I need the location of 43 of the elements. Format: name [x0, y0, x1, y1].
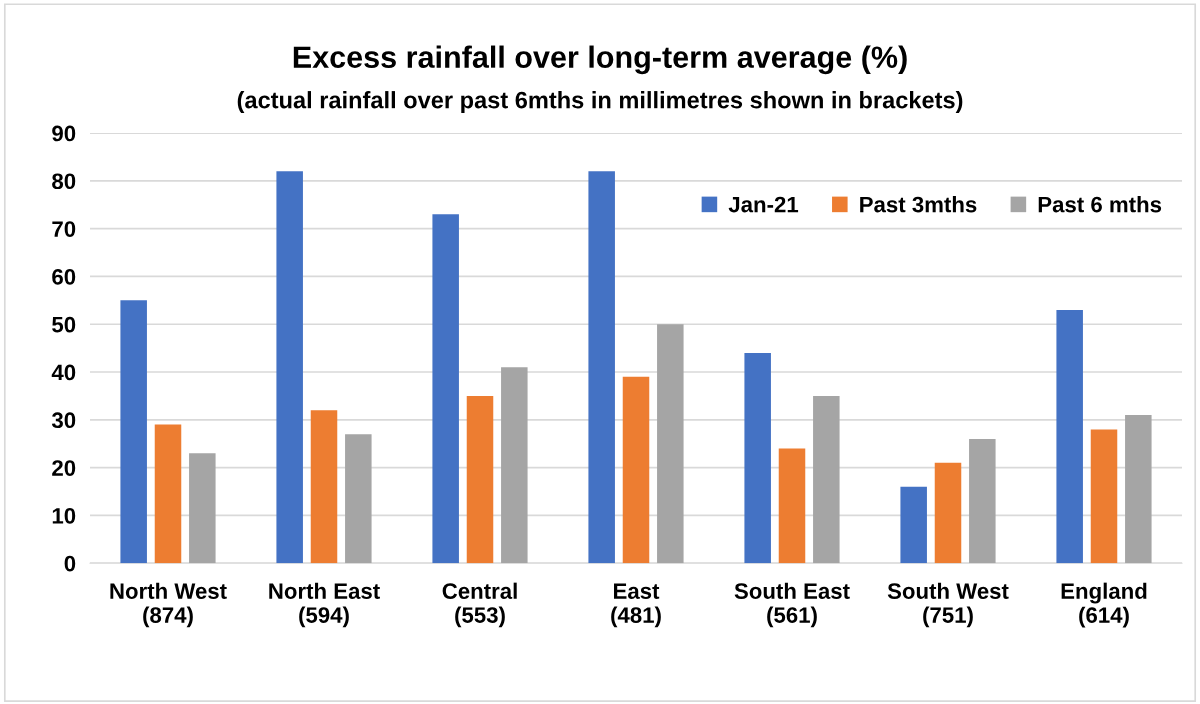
bar [310, 410, 338, 564]
y-tick-label: 30 [51, 412, 76, 429]
y-tick-label: 50 [52, 316, 76, 333]
bar [432, 214, 459, 564]
y-tick-label: 20 [52, 460, 76, 476]
bar [345, 434, 372, 564]
x-tick-label: England (614) [1061, 582, 1147, 628]
bar [1125, 415, 1152, 564]
y-tick-label: 0 [64, 555, 76, 572]
bar [466, 395, 494, 564]
x-tick-label: North East (594) [269, 582, 380, 628]
y-tick-label: 40 [51, 364, 76, 381]
x-tick-label: South East (561) [734, 582, 850, 628]
chart-title: Excess rainfall over long-term average (%) [293, 45, 907, 75]
bar [588, 171, 615, 564]
legend-label: Jan-21 [728, 196, 799, 213]
bar [189, 453, 216, 564]
y-tick-label: 60 [52, 268, 76, 285]
bar [154, 424, 182, 564]
bar [1090, 429, 1118, 564]
bar [813, 395, 840, 564]
x-tick-label: North West (874) [110, 582, 227, 628]
chart-subtitle: (actual rainfall over past 6mths in millimetres shown in brackets) [237, 91, 963, 114]
x-tick-label: Central (553) [442, 582, 517, 628]
legend-label: Past 6 mths [1038, 196, 1162, 213]
bar [622, 376, 650, 564]
bar [900, 486, 927, 564]
legend-label: Past 3mths [860, 196, 977, 213]
bar [934, 462, 962, 564]
bar [778, 448, 806, 564]
bar [501, 367, 528, 564]
bar [969, 438, 996, 564]
x-tick-label: East (481) [611, 583, 661, 628]
bar [657, 324, 684, 564]
y-tick-label: 80 [52, 173, 76, 190]
y-tick-label: 70 [52, 221, 76, 237]
x-tick-label: South West (751) [887, 582, 1009, 628]
y-tick-label: 10 [52, 507, 76, 524]
bar [1056, 309, 1083, 564]
y-tick-label: 90 [52, 125, 76, 142]
bar [744, 352, 771, 564]
bar [276, 171, 303, 564]
bar [120, 300, 147, 564]
